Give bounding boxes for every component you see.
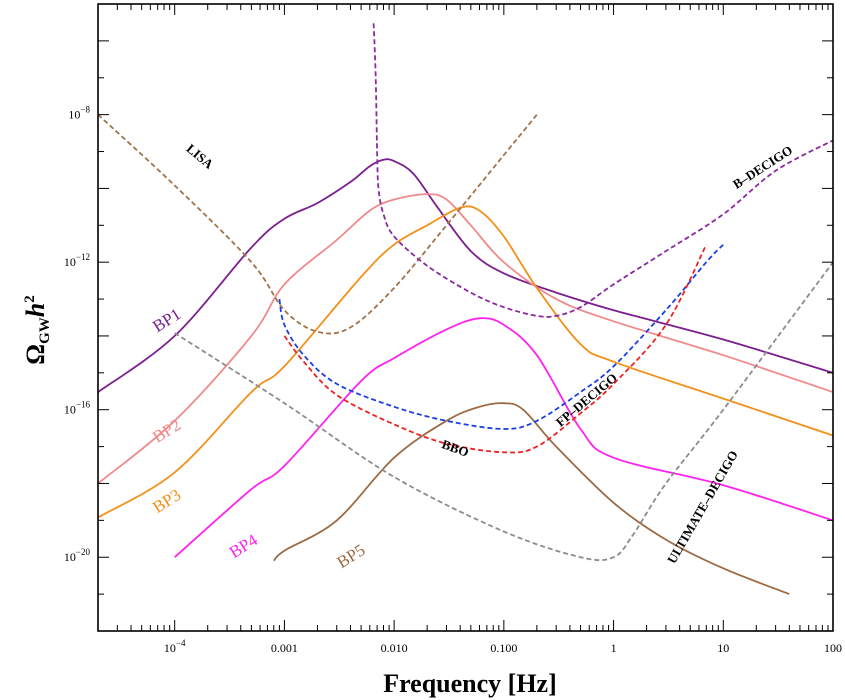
plot-frame — [97, 3, 834, 632]
series-ultimate-decigo-line — [174, 261, 833, 562]
series-bp4-line — [174, 317, 833, 558]
y-tick-label: 10−8 — [68, 105, 90, 122]
series-bp2-label: BP2 — [149, 415, 184, 447]
y-tick-label: 10−12 — [64, 252, 90, 269]
series-bp5-label: BP5 — [334, 540, 369, 572]
y-tick-label: 10−16 — [64, 400, 91, 417]
x-axis-title: Frequency [Hz] — [383, 669, 557, 698]
x-tick-label: 0.001 — [271, 641, 298, 655]
series-bp1-line — [98, 158, 833, 393]
x-tick-label: 0.100 — [490, 641, 517, 655]
series-fp-decigo-line — [278, 243, 724, 430]
series-lisa-label: LISA — [184, 141, 217, 172]
series-bp4-label: BP4 — [226, 530, 261, 562]
series-lisa-line — [98, 113, 538, 335]
y-axis-h: h — [21, 303, 50, 317]
series-bp5-line — [273, 402, 790, 595]
x-tick-label: 1 — [611, 641, 617, 655]
y-axis-title: ΩGWh2 — [21, 295, 53, 364]
series-bp3-label: BP3 — [149, 485, 184, 517]
y-axis-subscript: GW — [37, 317, 53, 344]
x-tick-label: 10 — [717, 641, 729, 655]
y-tick-label: 10−20 — [64, 547, 91, 564]
series-b-decigo-line — [372, 23, 833, 318]
y-axis-omega: Ω — [21, 344, 50, 365]
series-bp2-line — [98, 193, 833, 485]
series-b-decigo-label: B–DECIGO — [730, 142, 795, 192]
y-axis-superscript: 2 — [22, 295, 38, 303]
x-tick-label: 0.010 — [381, 641, 408, 655]
x-tick-label: 100 — [824, 641, 842, 655]
series-ultimate-decigo-label: ULTIMATE–DECIGO — [664, 448, 741, 566]
x-tick-label: 10−4 — [164, 638, 186, 655]
series-bbo-label: BBO — [440, 436, 471, 459]
series-bbo-line — [283, 244, 708, 454]
